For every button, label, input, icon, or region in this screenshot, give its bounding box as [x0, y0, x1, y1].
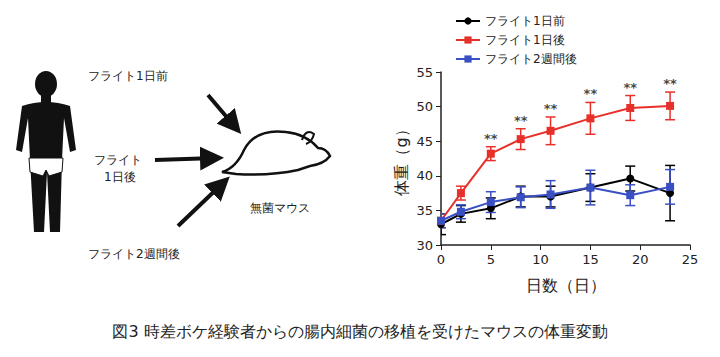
svg-text:体重（g）: 体重（g） — [392, 121, 411, 195]
svg-text:フライト1日後: フライト1日後 — [485, 33, 565, 47]
svg-text:日数（日）: 日数（日） — [526, 276, 606, 295]
svg-text:5: 5 — [487, 252, 495, 267]
svg-text:55: 55 — [416, 65, 433, 80]
svg-text:**: ** — [484, 131, 498, 146]
svg-text:**: ** — [544, 101, 558, 116]
svg-text:25: 25 — [682, 252, 699, 267]
svg-text:45: 45 — [416, 134, 433, 149]
svg-text:**: ** — [663, 76, 677, 91]
svg-text:10: 10 — [532, 252, 549, 267]
svg-text:20: 20 — [632, 252, 649, 267]
svg-text:フライト1日後: フライト1日後 — [94, 153, 142, 184]
svg-text:フライト2週間後: フライト2週間後 — [485, 52, 577, 66]
svg-text:35: 35 — [416, 203, 433, 218]
svg-text:フライト1日前: フライト1日前 — [88, 69, 168, 83]
svg-text:30: 30 — [416, 238, 433, 253]
svg-text:フライト1日前: フライト1日前 — [485, 14, 565, 28]
svg-text:**: ** — [584, 86, 598, 101]
svg-text:50: 50 — [416, 99, 433, 114]
svg-text:フライト2週間後: フライト2週間後 — [88, 247, 180, 261]
svg-text:**: ** — [514, 113, 528, 128]
svg-text:図3 時差ボケ経験者からの腸内細菌の移植を受けたマウスの体重: 図3 時差ボケ経験者からの腸内細菌の移植を受けたマウスの体重変動 — [112, 322, 607, 341]
svg-text:40: 40 — [416, 168, 433, 183]
svg-text:**: ** — [623, 80, 637, 95]
svg-text:0: 0 — [437, 252, 445, 267]
svg-text:15: 15 — [582, 252, 599, 267]
svg-text:無菌マウス: 無菌マウス — [250, 201, 310, 215]
